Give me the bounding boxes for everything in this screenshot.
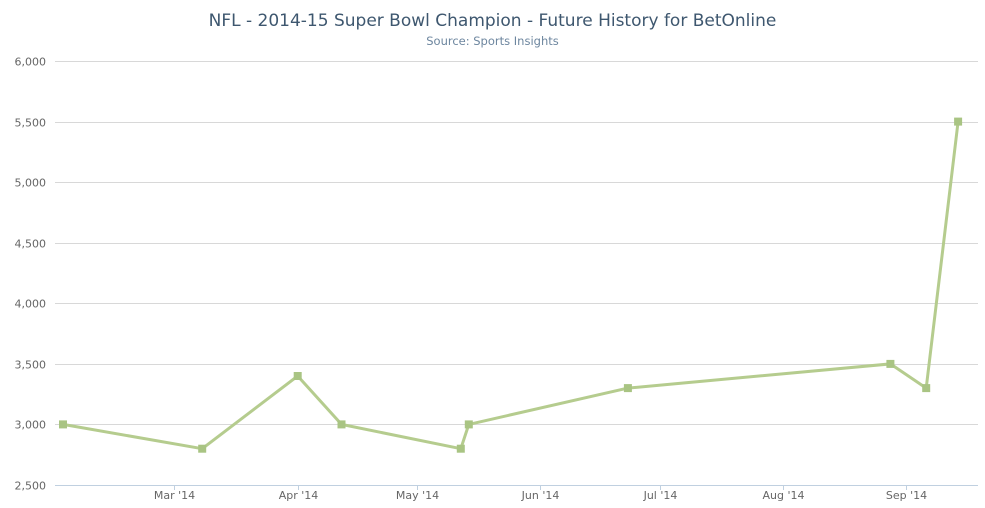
data-point-marker[interactable] bbox=[337, 420, 346, 429]
data-point-marker[interactable] bbox=[464, 420, 473, 429]
data-point-marker[interactable] bbox=[886, 359, 895, 368]
data-point-marker[interactable] bbox=[623, 384, 632, 393]
series-line bbox=[62, 121, 960, 451]
x-tick-label: May '14 bbox=[396, 489, 439, 502]
y-tick-label: 6,000 bbox=[15, 56, 47, 69]
chart-subtitle: Source: Sports Insights bbox=[426, 34, 559, 48]
data-point-marker[interactable] bbox=[954, 117, 963, 126]
x-axis bbox=[174, 485, 907, 490]
data-point-marker[interactable] bbox=[59, 420, 67, 429]
y-tick-label: 2,500 bbox=[15, 480, 47, 493]
chart-title: NFL - 2014-15 Super Bowl Champion - Futu… bbox=[208, 11, 777, 31]
x-tick-label: Apr '14 bbox=[279, 489, 319, 502]
y-tick-label: 5,500 bbox=[15, 117, 47, 130]
x-tick-label: Jul '14 bbox=[643, 489, 678, 502]
y-tick-label: 4,500 bbox=[15, 238, 47, 251]
y-tick-label: 4,000 bbox=[15, 298, 47, 311]
data-point-marker[interactable] bbox=[293, 372, 302, 380]
data-series[interactable] bbox=[59, 117, 963, 453]
y-tick-label: 3,000 bbox=[15, 419, 47, 432]
x-tick-label: Jun '14 bbox=[521, 489, 560, 502]
x-axis-labels: Mar '14 Apr '14 May '14 Jun '14 Jul '14 Aug '… bbox=[154, 489, 927, 502]
data-point-marker[interactable] bbox=[922, 384, 931, 393]
data-point-marker[interactable] bbox=[198, 444, 207, 453]
y-tick-label: 3,500 bbox=[15, 359, 47, 372]
data-point-marker[interactable] bbox=[456, 444, 465, 453]
x-tick-label: Mar '14 bbox=[154, 489, 195, 502]
grid-lines bbox=[55, 61, 978, 486]
y-tick-label: 5,000 bbox=[15, 177, 47, 190]
x-tick-label: Aug '14 bbox=[763, 489, 805, 502]
y-axis: 2,500 3,000 3,500 4,000 4,500 5,000 5,500 6,000 bbox=[15, 56, 47, 493]
x-tick-label: Sep '14 bbox=[886, 489, 927, 502]
